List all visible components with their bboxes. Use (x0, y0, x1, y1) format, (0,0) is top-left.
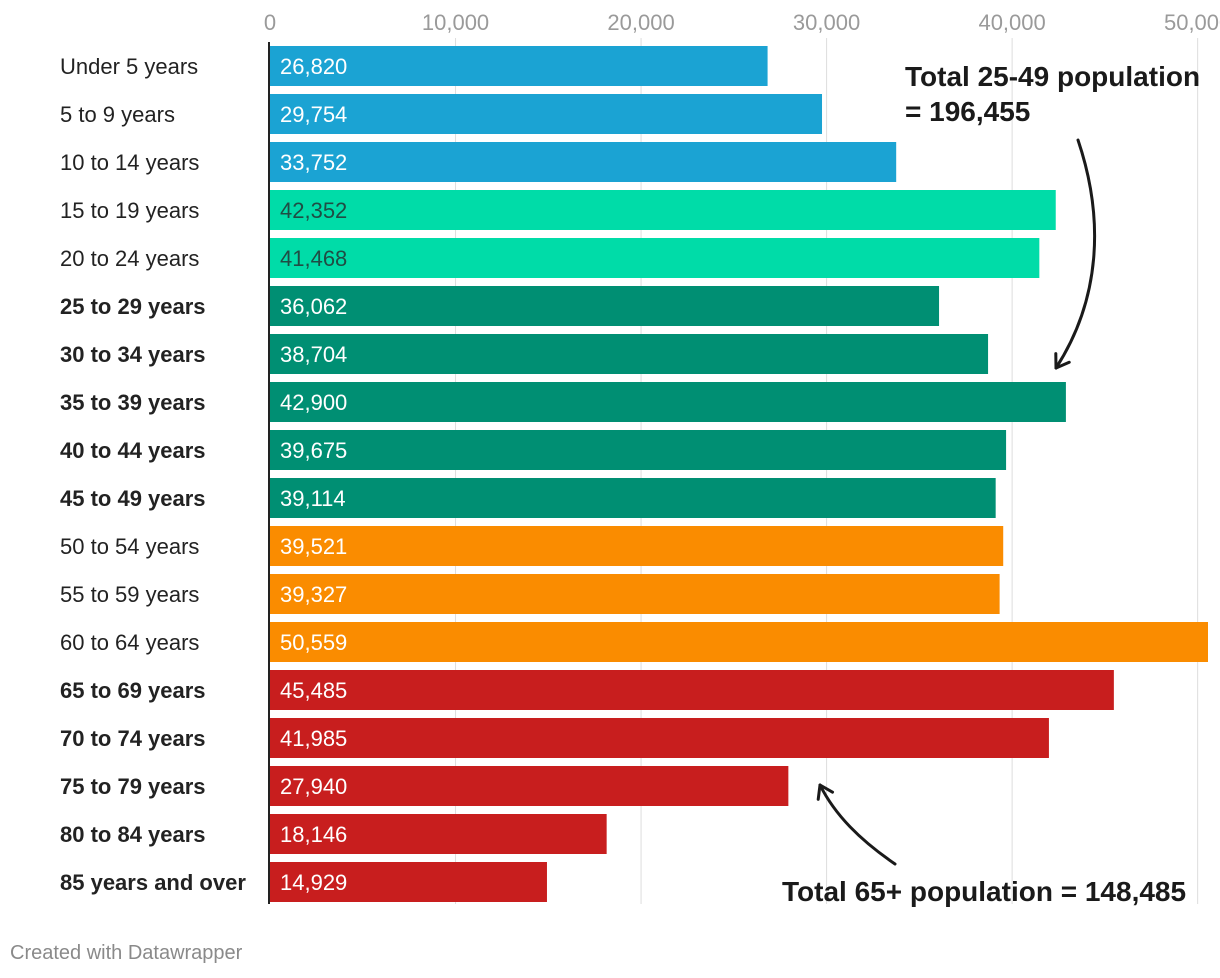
bar-12 (270, 622, 1208, 662)
annotation-25-49-line2: = 196,455 (905, 96, 1030, 127)
annotation-25-49-arrow (1054, 138, 1097, 370)
category-label-0: Under 5 years (60, 54, 198, 79)
category-label-13: 65 to 69 years (60, 678, 206, 703)
category-label-5: 25 to 29 years (60, 294, 206, 319)
bar-2 (270, 142, 897, 182)
bar-value-label-2: 33,752 (280, 150, 347, 175)
bar-8 (270, 430, 1007, 470)
bar-value-label-10: 39,521 (280, 534, 347, 559)
category-label-15: 75 to 79 years (60, 774, 206, 799)
annotation-25-49-line1: Total 25-49 population (905, 61, 1200, 92)
category-label-2: 10 to 14 years (60, 150, 199, 175)
category-label-7: 35 to 39 years (60, 390, 206, 415)
category-labels: Under 5 years 5 to 9 years 10 to 14 years 1… (60, 54, 246, 895)
bar-value-label-13: 45,485 (280, 678, 347, 703)
bar-value-label-5: 36,062 (280, 294, 347, 319)
annotation-65-plus: Total 65+ population = 148,485 (782, 783, 1186, 907)
annotation-25-49: Total 25-49 population = 196,455 (905, 61, 1200, 370)
x-tick-label-0: 0 (264, 10, 276, 35)
category-label-12: 60 to 64 years (60, 630, 199, 655)
bar-value-label-9: 39,114 (280, 486, 346, 511)
bar-value-label-0: 26,820 (280, 54, 347, 79)
bar-13 (270, 670, 1114, 710)
bar-11 (270, 574, 1000, 614)
bar-17 (270, 862, 547, 902)
category-label-3: 15 to 19 years (60, 198, 199, 223)
bar-15 (270, 766, 789, 806)
annotation-65-plus-text: Total 65+ population = 148,485 (782, 876, 1186, 907)
category-label-16: 80 to 84 years (60, 822, 206, 847)
bar-value-label-4: 41,468 (280, 246, 347, 271)
category-label-10: 50 to 54 years (60, 534, 199, 559)
category-label-6: 30 to 34 years (60, 342, 206, 367)
bar-0 (270, 46, 768, 86)
category-label-14: 70 to 74 years (60, 726, 206, 751)
bar-value-label-1: 29,754 (280, 102, 347, 127)
bar-value-label-6: 38,704 (280, 342, 347, 367)
bar-5 (270, 286, 940, 326)
x-tick-label-5: 50,000 (1164, 10, 1220, 35)
bars: 26,820 29,754 33,752 42,352 41,468 36,062 38,7… (270, 46, 1208, 902)
bar-9 (270, 478, 996, 518)
bar-6 (270, 334, 989, 374)
bar-value-label-16: 18,146 (280, 822, 347, 847)
bar-1 (270, 94, 823, 134)
bar-value-label-17: 14,929 (280, 870, 347, 895)
bar-value-label-15: 27,940 (280, 774, 347, 799)
bar-16 (270, 814, 607, 854)
category-label-1: 5 to 9 years (60, 102, 175, 127)
category-label-4: 20 to 24 years (60, 246, 199, 271)
bar-3 (270, 190, 1056, 230)
x-tick-label-2: 20,000 (607, 10, 674, 35)
annotation-65-plus-arrow (816, 783, 897, 866)
bar-14 (270, 718, 1049, 758)
category-label-17: 85 years and over (60, 870, 246, 895)
category-label-8: 40 to 44 years (60, 438, 206, 463)
bar-10 (270, 526, 1004, 566)
credit-text: Created with Datawrapper (10, 942, 243, 964)
x-tick-label-3: 30,000 (793, 10, 860, 35)
bar-value-label-7: 42,900 (280, 390, 347, 415)
bar-value-label-14: 41,985 (280, 726, 347, 751)
x-tick-label-4: 40,000 (978, 10, 1045, 35)
gridlines (455, 38, 1199, 904)
bar-7 (270, 382, 1066, 422)
category-label-9: 45 to 49 years (60, 486, 206, 511)
x-tick-label-1: 10,000 (422, 10, 489, 35)
category-label-11: 55 to 59 years (60, 582, 199, 607)
bar-value-label-11: 39,327 (280, 582, 347, 607)
bar-value-label-8: 39,675 (280, 438, 347, 463)
bar-value-label-12: 50,559 (280, 630, 347, 655)
bar-value-label-3: 42,352 (280, 198, 347, 223)
x-axis-ticks: 0 10,000 20,000 30,000 40,000 50,000 (264, 10, 1220, 35)
bar-4 (270, 238, 1040, 278)
